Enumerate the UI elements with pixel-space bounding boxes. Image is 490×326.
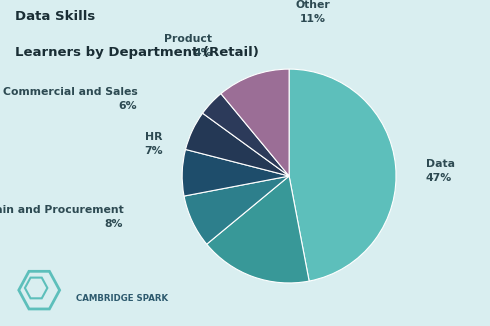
Wedge shape: [202, 94, 289, 176]
Wedge shape: [207, 176, 309, 283]
Text: Supply Chain and Procurement
8%: Supply Chain and Procurement 8%: [0, 205, 123, 229]
Text: Commercial and Sales
6%: Commercial and Sales 6%: [2, 87, 137, 111]
Wedge shape: [221, 69, 289, 176]
Wedge shape: [182, 149, 289, 196]
Text: Other
11%: Other 11%: [295, 0, 330, 24]
Text: HR
7%: HR 7%: [144, 132, 163, 156]
Text: Learners by Department (Retail): Learners by Department (Retail): [15, 46, 259, 59]
Text: Data Skills: Data Skills: [15, 10, 95, 23]
Text: Data
47%: Data 47%: [426, 159, 455, 183]
Text: CAMBRIDGE SPARK: CAMBRIDGE SPARK: [76, 294, 168, 303]
Wedge shape: [289, 69, 396, 281]
Text: Product
4%: Product 4%: [164, 34, 212, 58]
Wedge shape: [186, 113, 289, 176]
Wedge shape: [184, 176, 289, 244]
